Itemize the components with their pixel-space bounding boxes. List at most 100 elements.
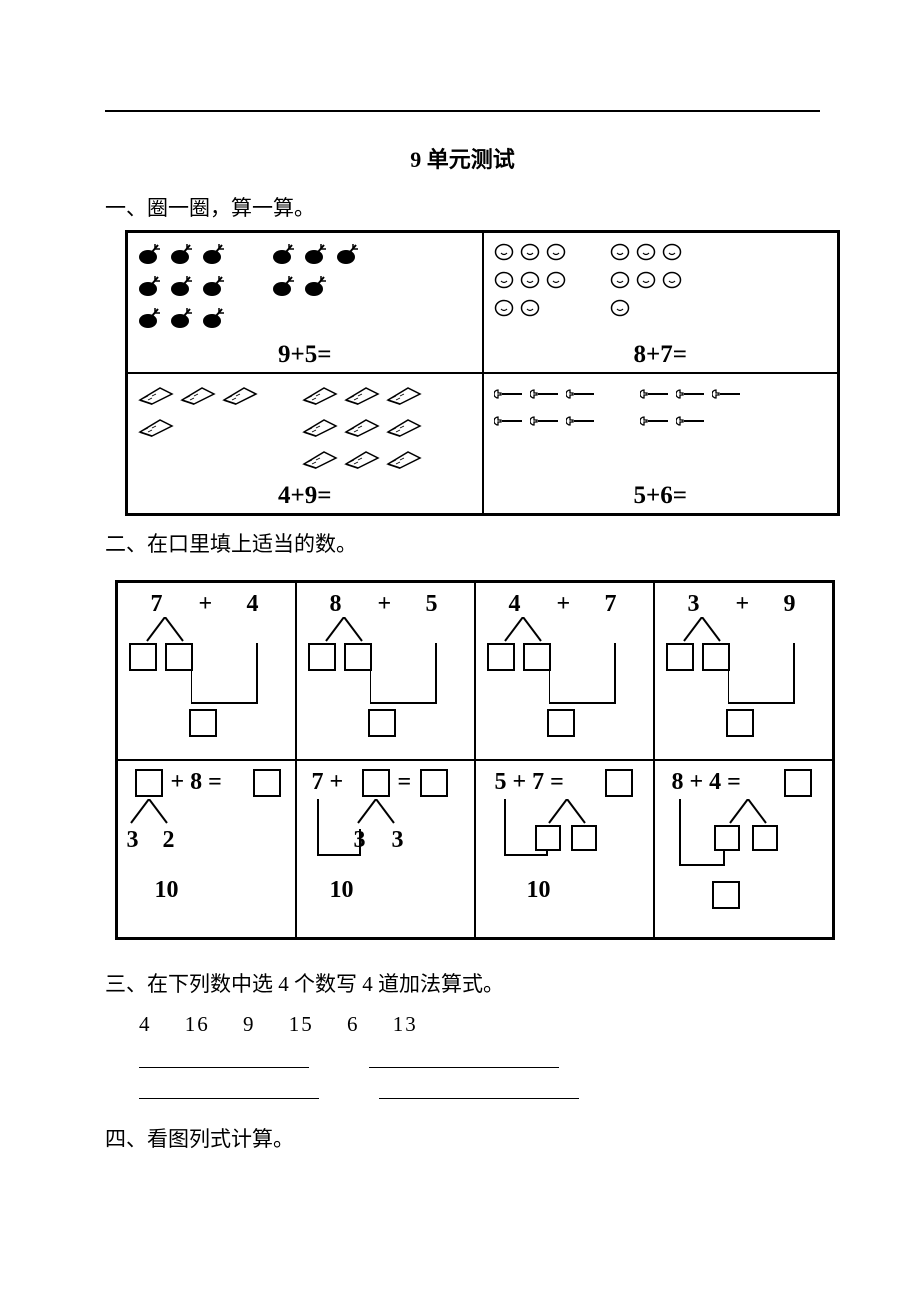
decompose-diagram: 8 + 5 (306, 591, 466, 751)
op-plus: + (736, 591, 750, 618)
eq-text: 8 + 4 = (672, 769, 741, 796)
num-a: 8 (330, 591, 342, 618)
decompose-diagram: 5 + 7 = 10 (485, 769, 645, 929)
split-num: 3 (127, 827, 139, 854)
box (253, 769, 281, 797)
split-num: 2 (163, 827, 175, 854)
q1-eq-1: 9+5= (136, 341, 474, 370)
top-rule (105, 110, 820, 112)
wrench-icon (640, 384, 670, 407)
wrench-icon (494, 384, 524, 407)
wrench-icon (494, 411, 524, 434)
leaf-icon (336, 243, 362, 271)
q1-eq-3: 4+9= (136, 482, 474, 511)
connector-icon (370, 643, 444, 711)
leaf-icon (304, 275, 330, 303)
q1-row-2: 4+9= 5+6= (127, 373, 838, 514)
box (752, 825, 778, 851)
bottom-num: 10 (527, 877, 551, 904)
connector-icon (499, 799, 549, 867)
box (726, 709, 754, 737)
sandwich-icon (302, 384, 338, 412)
q1-cell-4: 5+6= (483, 373, 839, 514)
connector-icon (728, 643, 802, 711)
eq-eq: = (398, 769, 412, 796)
egg-icon (610, 271, 630, 295)
leaf-icon (272, 275, 298, 303)
q4-heading: 四、看图列式计算。 (105, 1123, 820, 1153)
box (487, 643, 515, 671)
box (165, 643, 193, 671)
sandwich-icon (302, 416, 338, 444)
sandwich-icon (386, 416, 422, 444)
q1-icons-4 (492, 378, 830, 482)
decompose-diagram: 3 + 9 (664, 591, 824, 751)
egg-icon (610, 299, 630, 323)
box (344, 643, 372, 671)
box (362, 769, 390, 797)
q2-cell: 5 + 7 = 10 (475, 760, 654, 938)
q1-cell-1: 9+5= (127, 232, 483, 373)
wrench-icon (566, 384, 596, 407)
icon-group (138, 384, 264, 476)
box (308, 643, 336, 671)
box (702, 643, 730, 671)
eq-text: 7 + (312, 769, 344, 796)
egg-icon (494, 271, 514, 295)
num-a: 4 (509, 591, 521, 618)
bottom-num: 10 (155, 877, 179, 904)
sandwich-icon (386, 384, 422, 412)
q2-cell: + 8 = 3 2 10 (117, 760, 296, 938)
icon-group (610, 243, 688, 335)
num-a: 7 (151, 591, 163, 618)
q1-icons-1 (136, 237, 474, 341)
wrench-icon (676, 411, 706, 434)
split-lines-icon (680, 617, 724, 643)
num-b: 9 (784, 591, 796, 618)
egg-icon (546, 243, 566, 267)
q1-heading: 一、圈一圈，算一算。 (105, 192, 820, 222)
num-b: 5 (426, 591, 438, 618)
q3-lines-1 (139, 1067, 820, 1068)
connector-icon (549, 643, 623, 711)
leaf-icon (170, 275, 196, 303)
egg-icon (494, 299, 514, 323)
q2-cell: 7 + = 3 3 10 (296, 760, 475, 938)
leaf-icon (304, 243, 330, 271)
box (189, 709, 217, 737)
box (784, 769, 812, 797)
split-lines-icon (322, 617, 366, 643)
wrench-icon (712, 384, 742, 407)
egg-icon (662, 271, 682, 295)
q1-table: 9+5= 8+7= 4+9= 5+6= (125, 230, 840, 516)
q2-cell: 3 + 9 (654, 582, 833, 760)
eq-text: + 8 = (171, 769, 222, 796)
connector-icon (191, 643, 265, 711)
decompose-diagram: 7 + = 3 3 10 (306, 769, 466, 929)
q1-cell-2: 8+7= (483, 232, 839, 373)
box (571, 825, 597, 851)
box (666, 643, 694, 671)
eq-text: 5 + 7 = (495, 769, 564, 796)
sandwich-icon (222, 384, 258, 412)
q2-cell: 8 + 4 = (654, 760, 833, 938)
q3: 三、在下列数中选 4 个数写 4 道加法算式。 4 16 9 15 6 13 (105, 968, 820, 1099)
sandwich-icon (138, 384, 174, 412)
box (135, 769, 163, 797)
op-plus: + (557, 591, 571, 618)
leaf-icon (138, 275, 164, 303)
decompose-diagram: 7 + 4 (127, 591, 287, 751)
q2-cell: 8 + 5 (296, 582, 475, 760)
sandwich-icon (344, 416, 380, 444)
split-num: 3 (392, 827, 404, 854)
q3-line-1 (139, 1067, 309, 1068)
split-lines-icon (545, 799, 589, 825)
q1-eq-2: 8+7= (492, 341, 830, 370)
page-title: 9 单元测试 (105, 142, 820, 174)
q2-table: 7 + 4 8 + 5 4 + 7 (115, 580, 835, 940)
icon-group (302, 384, 428, 476)
leaf-icon (138, 307, 164, 335)
icon-group (272, 243, 368, 335)
egg-icon (610, 243, 630, 267)
bottom-num: 10 (330, 877, 354, 904)
